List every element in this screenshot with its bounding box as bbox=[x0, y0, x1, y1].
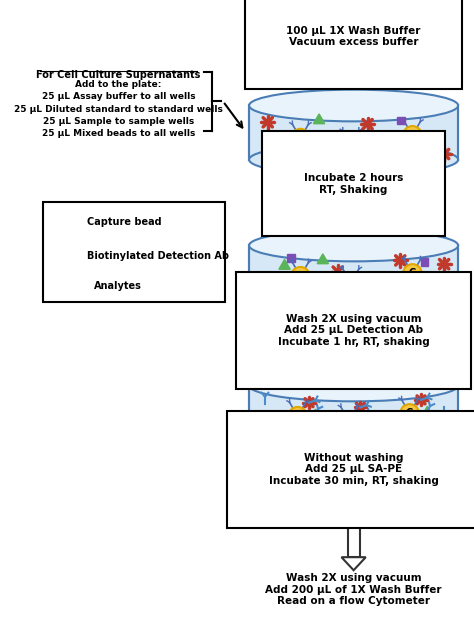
Circle shape bbox=[341, 136, 360, 154]
Polygon shape bbox=[317, 254, 328, 264]
Bar bbox=[249, 386, 458, 440]
Polygon shape bbox=[418, 278, 429, 288]
Bar bbox=[420, 258, 428, 266]
Text: Incubate 2 hours
RT, Shaking: Incubate 2 hours RT, Shaking bbox=[304, 173, 403, 195]
Text: Add to the plate:: Add to the plate: bbox=[75, 80, 162, 90]
Ellipse shape bbox=[249, 90, 458, 121]
Polygon shape bbox=[376, 148, 387, 157]
Polygon shape bbox=[422, 406, 432, 415]
Text: C: C bbox=[409, 131, 416, 140]
Text: 25 μL Diluted standard to standard wells: 25 μL Diluted standard to standard wells bbox=[14, 105, 223, 114]
Bar bbox=[306, 427, 312, 433]
Bar bbox=[356, 285, 364, 293]
Circle shape bbox=[400, 404, 419, 423]
Bar bbox=[43, 202, 225, 302]
Ellipse shape bbox=[249, 144, 458, 175]
Text: 25 μL Mixed beads to all wells: 25 μL Mixed beads to all wells bbox=[42, 129, 195, 138]
Text: Wash 2X using vacuum
Add 200 μL of 1X Wash Buffer
Read on a flow Cytometer: Wash 2X using vacuum Add 200 μL of 1X Wa… bbox=[265, 573, 442, 606]
Polygon shape bbox=[52, 279, 64, 289]
Circle shape bbox=[403, 264, 422, 283]
Polygon shape bbox=[310, 409, 320, 418]
Bar bbox=[249, 105, 458, 160]
Ellipse shape bbox=[249, 370, 458, 401]
Bar bbox=[347, 452, 360, 557]
Polygon shape bbox=[341, 74, 366, 87]
Polygon shape bbox=[276, 146, 287, 155]
Text: For Cell Culture Supernatants: For Cell Culture Supernatants bbox=[36, 70, 201, 80]
Circle shape bbox=[291, 267, 310, 286]
Polygon shape bbox=[341, 158, 366, 171]
Text: Wash 2X using vacuum
Add 25 μL Detection Ab
Incubate 1 hr, RT, shaking: Wash 2X using vacuum Add 25 μL Detection… bbox=[278, 314, 429, 347]
Bar bbox=[347, 300, 360, 366]
Text: C: C bbox=[409, 268, 416, 278]
Text: B: B bbox=[347, 278, 355, 288]
Polygon shape bbox=[362, 414, 372, 422]
Polygon shape bbox=[341, 300, 366, 313]
Text: B: B bbox=[345, 416, 353, 426]
Bar bbox=[347, 158, 360, 226]
Text: B: B bbox=[347, 139, 355, 150]
Bar bbox=[287, 254, 295, 261]
Circle shape bbox=[57, 214, 73, 230]
Bar bbox=[328, 150, 336, 158]
Ellipse shape bbox=[249, 284, 458, 316]
Ellipse shape bbox=[249, 230, 458, 261]
Bar bbox=[397, 117, 405, 124]
Text: 25 μL Assay buffer to all wells: 25 μL Assay buffer to all wells bbox=[42, 92, 195, 102]
Text: A: A bbox=[297, 133, 304, 143]
Text: 25 μL Sample to sample wells: 25 μL Sample to sample wells bbox=[43, 117, 194, 126]
Polygon shape bbox=[279, 259, 290, 269]
Circle shape bbox=[339, 411, 358, 430]
Circle shape bbox=[291, 129, 310, 148]
Polygon shape bbox=[313, 114, 325, 124]
Text: Without washing
Add 25 μL SA-PE
Incubate 30 min, RT, shaking: Without washing Add 25 μL SA-PE Incubate… bbox=[269, 453, 438, 486]
Polygon shape bbox=[366, 150, 378, 159]
Text: A: A bbox=[297, 271, 304, 281]
Bar bbox=[418, 423, 424, 430]
Ellipse shape bbox=[249, 424, 458, 456]
Circle shape bbox=[403, 126, 422, 144]
Polygon shape bbox=[330, 288, 342, 297]
Bar bbox=[249, 245, 458, 300]
Text: Analytes: Analytes bbox=[94, 281, 142, 291]
Text: C: C bbox=[406, 408, 413, 418]
Circle shape bbox=[288, 407, 307, 425]
Polygon shape bbox=[368, 288, 380, 298]
Text: A: A bbox=[294, 411, 301, 422]
Bar bbox=[431, 135, 439, 143]
Text: Capture bead: Capture bead bbox=[87, 217, 161, 227]
Text: Biotinylated Detection Ab: Biotinylated Detection Ab bbox=[87, 251, 228, 261]
Text: 100 μL 1X Wash Buffer
Vacuum excess buffer: 100 μL 1X Wash Buffer Vacuum excess buff… bbox=[286, 26, 421, 47]
Circle shape bbox=[341, 273, 360, 292]
Bar bbox=[357, 431, 364, 438]
Bar bbox=[347, 55, 360, 74]
Polygon shape bbox=[341, 557, 366, 570]
